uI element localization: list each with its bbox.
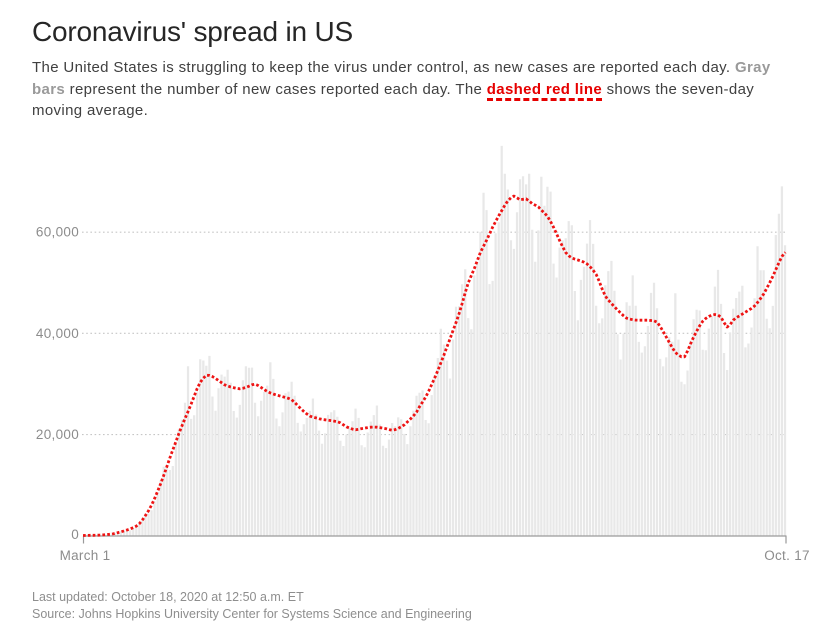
svg-text:20,000: 20,000	[36, 427, 79, 442]
svg-text:40,000: 40,000	[36, 326, 79, 341]
svg-text:March 1: March 1	[60, 548, 111, 563]
svg-text:Oct. 17: Oct. 17	[764, 548, 810, 563]
svg-text:60,000: 60,000	[36, 225, 79, 240]
svg-text:0: 0	[71, 527, 79, 542]
